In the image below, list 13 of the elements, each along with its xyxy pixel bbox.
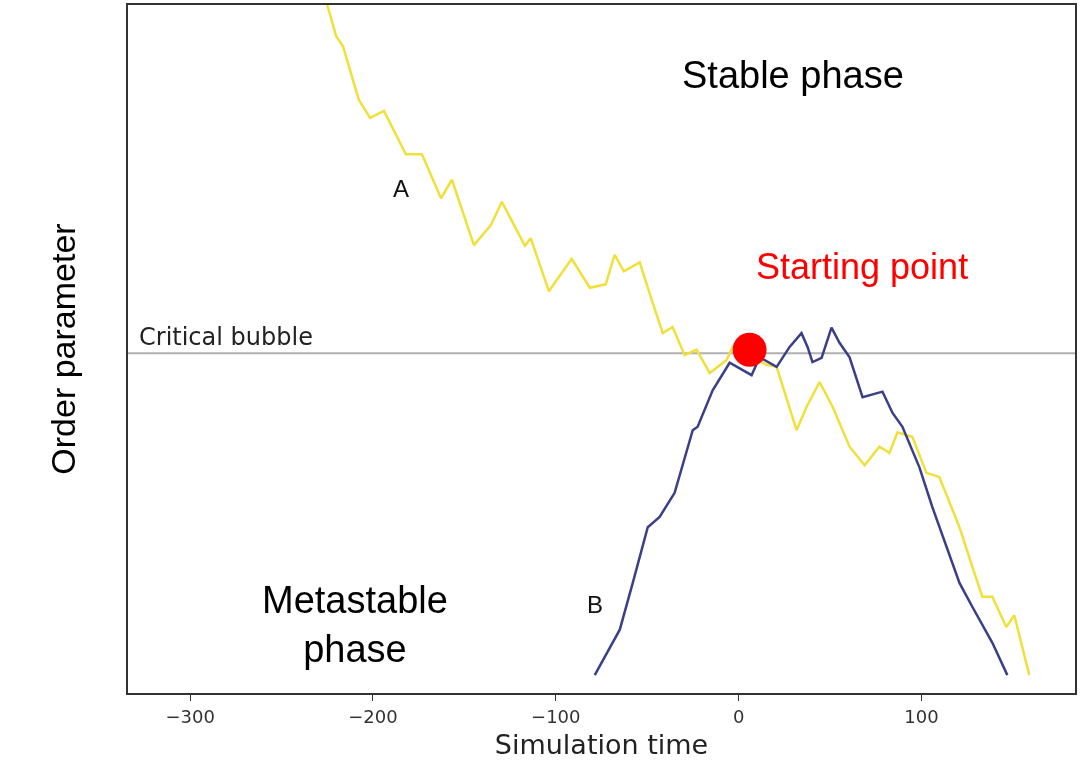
- x-tick-label: 100: [904, 705, 939, 727]
- x-tick-label: 0: [732, 705, 745, 727]
- series-label: Starting point: [756, 246, 969, 287]
- x-tick-label: −100: [531, 705, 581, 727]
- annotation: Stable phase: [682, 54, 904, 96]
- series-label: A: [393, 175, 410, 202]
- ref-line-label: Critical bubble: [139, 323, 313, 351]
- y-axis-title: Order parameter: [44, 223, 83, 475]
- annotation: Metastable phase: [262, 579, 448, 671]
- series-label: B: [587, 591, 604, 618]
- x-tick-label: −200: [348, 705, 398, 727]
- x-tick-label: −300: [165, 705, 215, 727]
- x-axis-title: Simulation time: [494, 729, 709, 761]
